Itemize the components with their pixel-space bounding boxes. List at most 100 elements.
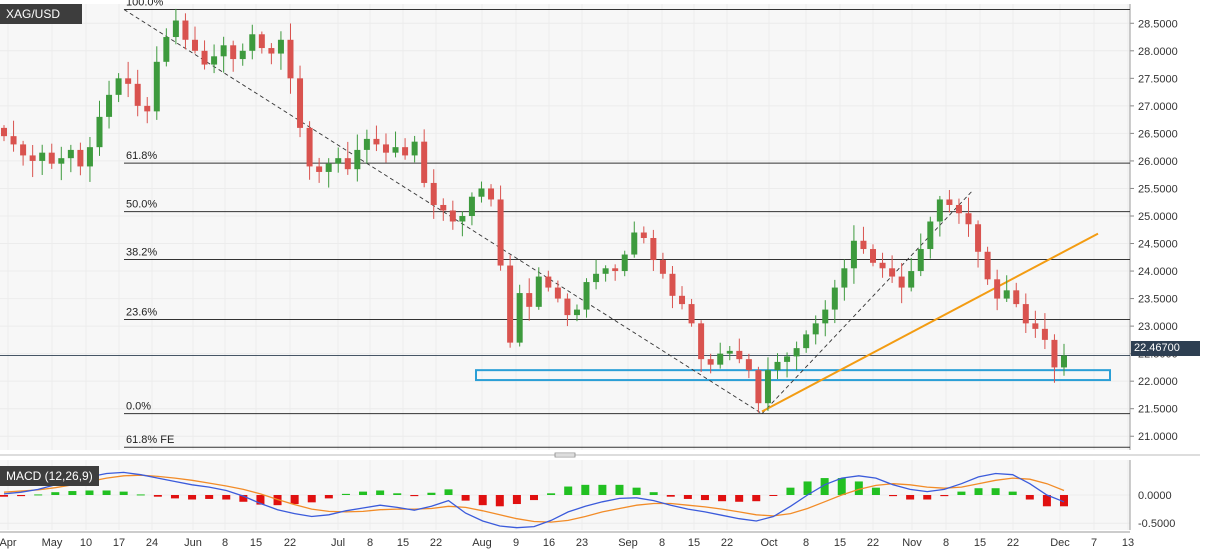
fib-swing-up xyxy=(761,190,973,414)
candle-body xyxy=(249,34,256,51)
candle-body xyxy=(77,149,84,167)
x-tick-label: 22 xyxy=(867,537,879,549)
macd-histogram-bar xyxy=(119,491,128,495)
candle-body xyxy=(220,45,227,57)
candle-body xyxy=(1041,328,1048,340)
macd-histogram-bar xyxy=(205,495,214,499)
candle-body xyxy=(554,287,561,299)
candle-body xyxy=(1,127,7,137)
macd-histogram-bar xyxy=(85,490,94,495)
macd-histogram-bar xyxy=(478,495,487,506)
candle-body xyxy=(650,238,657,261)
candle-body xyxy=(793,348,800,357)
y-tick-label: 23.0000 xyxy=(1138,321,1178,333)
candle-body xyxy=(258,34,265,49)
macd-histogram-bar xyxy=(769,495,778,496)
macd-histogram-bar xyxy=(153,495,162,497)
x-tick-label: 10 xyxy=(80,537,92,549)
macd-histogram-bar xyxy=(1060,495,1068,507)
candle-body xyxy=(10,136,17,145)
y-tick-label: 21.5000 xyxy=(1138,404,1178,416)
x-tick-label: 13 xyxy=(1122,537,1134,549)
candle-body xyxy=(621,254,628,272)
candle-body xyxy=(640,232,647,239)
y-tick-label: 24.0000 xyxy=(1138,266,1178,278)
candle-body xyxy=(1032,323,1039,329)
candle-body xyxy=(516,293,523,343)
candle-body xyxy=(1013,290,1020,305)
y-tick-label: 26.5000 xyxy=(1138,128,1178,140)
candle-body xyxy=(764,370,771,404)
candle-body xyxy=(449,210,456,222)
symbol-label: XAG/USD xyxy=(0,4,82,24)
macd-signal-line xyxy=(3,474,1065,523)
fib-level-label: 100.0% xyxy=(126,0,164,9)
x-tick-label: Aug xyxy=(472,537,492,549)
x-tick-label: 22 xyxy=(1007,537,1019,549)
candle-body xyxy=(134,83,141,106)
x-tick-label: Jul xyxy=(331,537,345,549)
x-tick-label: 8 xyxy=(943,537,949,549)
candle-body xyxy=(831,287,838,310)
candle-body xyxy=(297,78,304,128)
candle-body xyxy=(564,298,571,316)
macd-histogram-bar xyxy=(718,495,727,502)
macd-histogram-bar xyxy=(923,495,932,500)
candle-body xyxy=(335,158,342,164)
macd-histogram-bar xyxy=(854,481,863,495)
candle-body xyxy=(182,20,189,40)
candle-body xyxy=(688,304,695,324)
x-tick-label: 8 xyxy=(803,537,809,549)
macd-histogram-bar xyxy=(940,495,949,497)
x-tick-label: 22 xyxy=(430,537,442,549)
macd-histogram-bar xyxy=(461,495,470,501)
macd-histogram-bar xyxy=(222,495,231,500)
macd-histogram-bar xyxy=(666,495,675,497)
macd-histogram-bar xyxy=(564,486,573,495)
candle-body xyxy=(1051,339,1058,368)
candle-body xyxy=(191,39,198,51)
fib-level-label: 61.8% xyxy=(126,150,157,162)
candle-body xyxy=(144,105,151,112)
candle-body xyxy=(421,141,428,183)
x-tick-label: 22 xyxy=(721,537,733,549)
candle-body xyxy=(679,295,686,305)
x-tick-label: 9 xyxy=(513,537,519,549)
candle-body xyxy=(822,309,829,324)
candle-body xyxy=(812,323,819,335)
macd-histogram-bar xyxy=(547,493,556,495)
candles-group xyxy=(1,8,1067,413)
macd-histogram-bar xyxy=(991,488,1000,495)
candle-body xyxy=(163,37,170,62)
candle-body xyxy=(631,232,638,255)
candle-body xyxy=(1061,355,1067,368)
candle-body xyxy=(526,293,533,307)
candle-body xyxy=(975,224,982,252)
macd-histogram-bar xyxy=(632,487,641,495)
x-tick-label: 8 xyxy=(222,537,228,549)
candle-body xyxy=(86,147,93,167)
x-tick-label: Oct xyxy=(760,537,777,549)
fib-level-label: 61.8% FE xyxy=(126,434,174,446)
macd-histogram-bar xyxy=(820,478,829,495)
macd-histogram-bar xyxy=(0,495,8,497)
candle-body xyxy=(841,268,848,288)
macd-histogram-bar xyxy=(256,495,265,505)
x-tick-label: 22 xyxy=(284,537,296,549)
macd-histogram-bar xyxy=(307,495,316,503)
x-tick-label: Nov xyxy=(902,537,922,549)
candle-body xyxy=(879,262,886,269)
candle-body xyxy=(602,268,609,274)
fib-level-label: 38.2% xyxy=(126,246,157,258)
candle-body xyxy=(153,61,160,112)
candle-body xyxy=(287,39,294,79)
macd-histogram-bar xyxy=(803,481,812,495)
macd-histogram-bar xyxy=(735,495,744,502)
candle-body xyxy=(430,182,437,205)
candle-body xyxy=(669,273,676,296)
macd-histogram-bar xyxy=(188,495,197,500)
candle-body xyxy=(39,152,46,161)
candle-body xyxy=(717,353,724,365)
candle-body xyxy=(898,276,905,288)
